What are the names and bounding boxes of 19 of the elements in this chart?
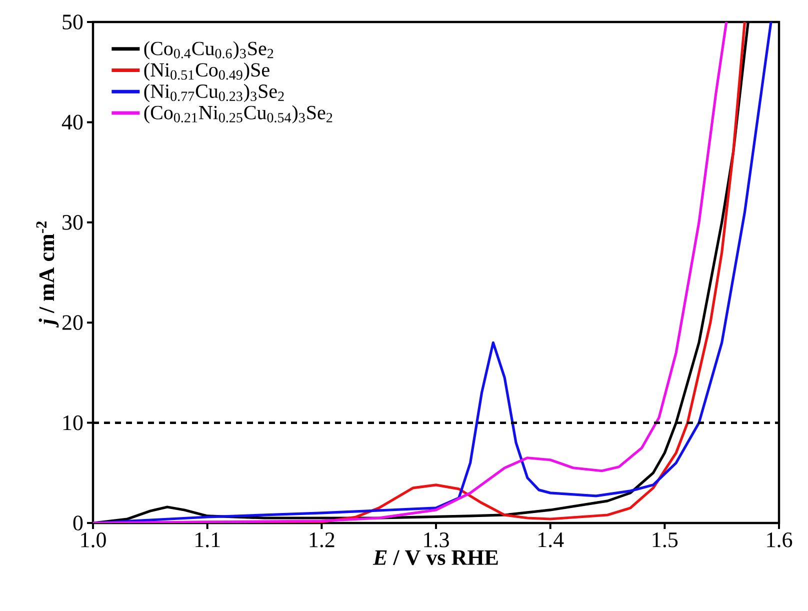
y-tick-label: 40 [62,114,83,130]
legend-label: (Ni$_{0.77}$Cu$_{0.23}$)$_{3}$Se$_{2}$ [144,84,284,102]
legend-label: (Co$_{0.4}$Cu$_{0.6}$)$_{3}$Se$_{2}$ [144,41,274,60]
text: (Co$_{0.21}$Ni$_{0.25}$Cu$_{0.54}$)$_{3}$Se$_{2}$ [144,105,332,124]
x-tick-label: 1.3 [424,532,449,548]
x-tick-label: 1.2 [310,532,334,548]
x-tick-label: 1.5 [652,532,678,548]
x-tick-label: 1.0 [81,532,106,548]
y-axis-title: j / mA cm$^{-2}$ [36,221,59,328]
y-tick-label: 30 [62,214,83,230]
x-axis-title: E / V vs RHE [372,550,498,566]
y-tick-label: 10 [63,415,83,430]
y-tick-label: 0 [73,516,83,530]
x-tick-label: 1.4 [538,532,564,548]
y-tick-label: 50 [62,14,83,30]
x-tick-label: 1.1 [196,532,220,548]
y-tick-label: 20 [62,315,83,330]
x-tick-label: 1.6 [767,532,792,548]
legend-label: (Ni$_{0.51}$Co$_{0.49}$)Se [144,62,270,81]
